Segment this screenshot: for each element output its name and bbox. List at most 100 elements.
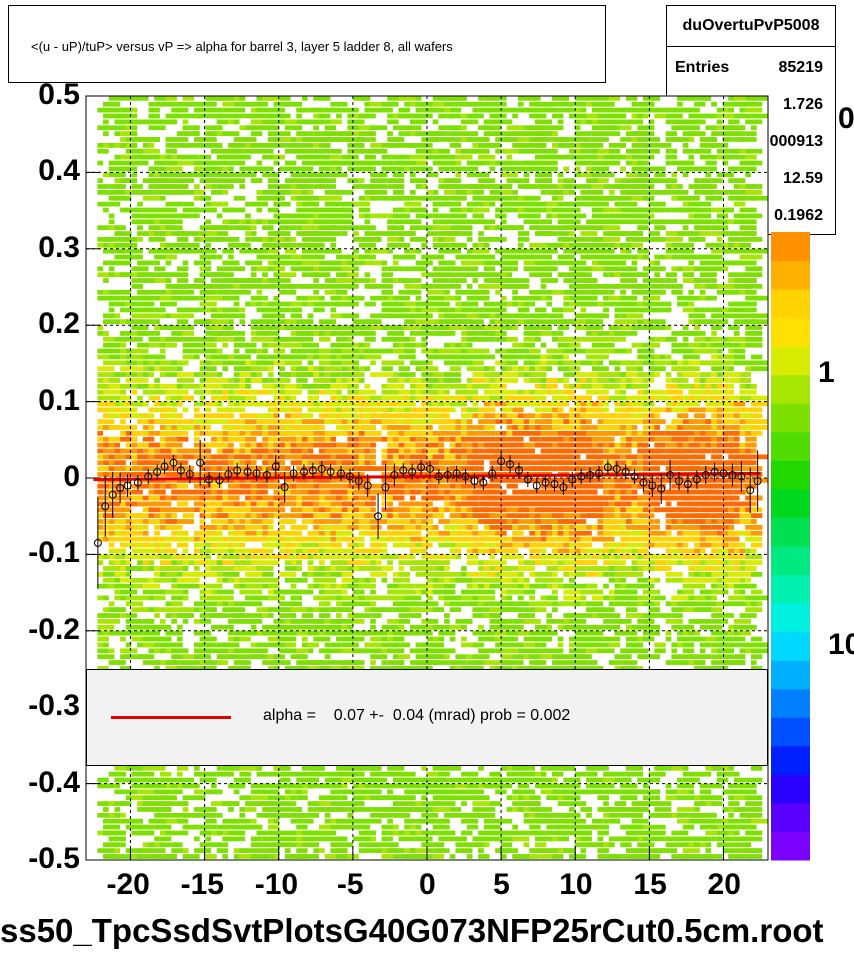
profile-point [93,497,102,589]
profile-marker [337,469,346,478]
profile-point [425,461,434,477]
legend-fit-line-swatch [111,716,231,719]
profile-point [399,462,408,478]
profile-point [683,474,692,494]
profile-point [728,463,737,487]
profile-marker [710,467,719,476]
profile-point [299,464,308,480]
profile-marker [425,464,434,473]
y-tick-label: 0.5 [38,78,80,111]
profile-point [719,464,728,483]
profile-marker [176,466,185,475]
profile-point [657,473,666,504]
profile-point [123,474,132,498]
profile-point [470,473,479,489]
profile-point [753,450,762,512]
x-tick-label: 15 [633,868,667,901]
profile-point [675,471,684,491]
profile-marker [326,467,335,476]
profile-point [514,462,523,478]
profile-marker [224,470,233,479]
stats-value: 0.1962 [774,207,823,224]
profile-marker [381,483,390,492]
profile-point [381,464,390,511]
profile-marker [133,478,142,487]
profile-marker [354,477,363,486]
profile-point [185,465,194,484]
profile-marker [683,480,692,489]
y-tick-label: -0.4 [28,765,80,799]
profile-marker [252,469,261,478]
stats-value: 12.59 [782,170,823,187]
profile-marker [719,469,728,478]
profile-marker [657,484,666,493]
file-name: ss50_TpcSsdSvtPlotsG40G073NFP25rCut0.5cm… [0,912,824,949]
profile-point [345,468,354,485]
profile-marker [639,478,648,487]
profile-point [243,464,252,480]
profile-marker [116,483,125,492]
x-tick-label: -5 [336,868,364,901]
profile-point [737,461,746,492]
y-tick-label: 0.4 [38,154,80,188]
profile-marker [399,466,408,475]
profile-point [710,462,719,482]
title-box: <(u - uP)/tuP> versus vP => alpha for ba… [8,5,606,83]
profile-marker [488,469,497,478]
profile-point [568,471,577,488]
profile-marker [594,469,603,478]
palette-swatch [771,774,810,804]
y-tick-label: 0.2 [38,307,80,341]
profile-point [417,459,426,475]
profile-marker [586,470,595,479]
profile-point [639,473,648,492]
profile-marker [417,463,426,472]
profile-point [497,452,506,471]
profile-marker [612,464,621,473]
profile-point [666,459,675,491]
palette-swatch [771,232,810,262]
profile-point [408,464,417,480]
profile-point [215,472,224,488]
palette-swatch [771,802,810,832]
profile-marker [185,470,194,479]
profile-point [612,461,621,477]
palette-swatch [771,346,810,376]
profile-marker [205,475,214,484]
profile-marker [243,467,252,476]
palette-swatch [771,460,810,490]
profile-point [176,462,185,478]
profile-point [363,474,372,498]
stats-value: 85219 [778,59,824,76]
profile-marker [169,458,178,467]
x-tick-label: 20 [707,868,741,901]
profile-marker [308,466,317,475]
profile-marker [196,458,205,467]
profile-point [280,471,289,503]
profile-marker [648,481,657,490]
profile-point [317,461,326,477]
profile-marker [123,481,132,490]
profile-marker [753,477,762,486]
palette-label-mid: 1 [818,356,835,389]
profile-marker [233,466,242,475]
profile-point [648,474,657,498]
profile-point [452,465,461,482]
palette-swatch [771,403,810,433]
legend-fit-text: alpha = 0.07 +- 0.04 (mrad) prob = 0.002 [263,707,571,724]
color-palette [771,232,810,861]
plot-title: <(u - uP)/tuP> versus vP => alpha for ba… [31,39,453,54]
profile-point [586,467,595,483]
profile-marker [692,475,701,484]
profile-point [479,474,488,491]
profile-point [541,474,550,491]
profile-marker [577,472,586,481]
palette-swatch [771,688,810,718]
profile-marker [160,462,169,471]
profile-marker [728,470,737,479]
y-tick-label: 0 [63,460,80,493]
profile-point [233,462,242,478]
profile-point [692,470,701,489]
profile-marker [374,512,383,521]
profile-marker [550,480,559,489]
